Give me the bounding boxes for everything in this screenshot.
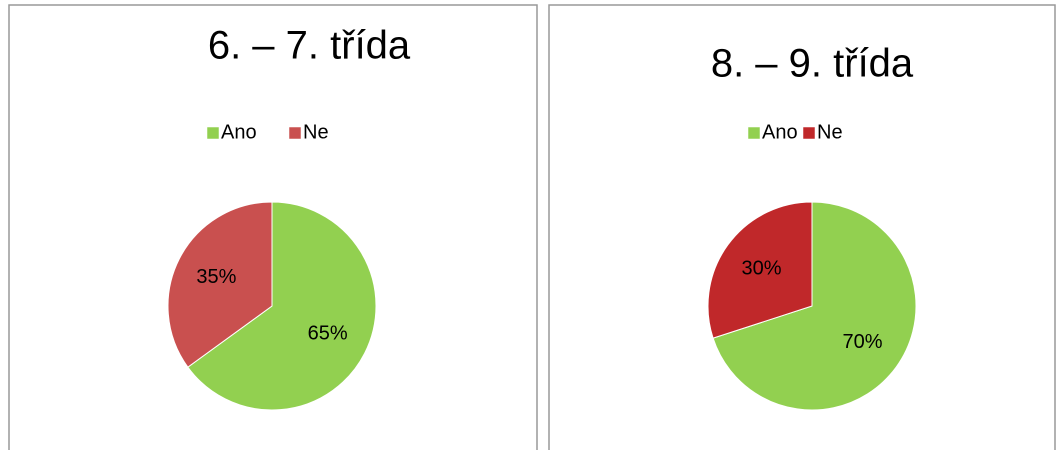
legend-marker xyxy=(288,126,302,140)
data-label: 65% xyxy=(308,323,348,345)
pie-slice xyxy=(167,201,273,368)
legend-marker xyxy=(747,126,761,140)
panel-border xyxy=(548,4,1056,450)
chart-title: 6. – 7. třída xyxy=(208,24,411,68)
data-label: 35% xyxy=(196,266,236,288)
panel-border xyxy=(8,4,538,450)
legend-marker xyxy=(206,126,220,140)
pie-slice xyxy=(187,201,377,411)
legend-label: Ne xyxy=(817,121,843,143)
pie-slice xyxy=(707,201,813,339)
legend-marker xyxy=(802,126,816,140)
data-label: 70% xyxy=(842,331,882,353)
legend-label: Ne xyxy=(303,121,329,143)
legend-label: Ano xyxy=(762,121,798,143)
pie-slice xyxy=(712,201,917,411)
chart-title: 8. – 9. třída xyxy=(711,42,914,86)
data-label: 30% xyxy=(742,258,782,280)
legend-label: Ano xyxy=(221,121,257,143)
